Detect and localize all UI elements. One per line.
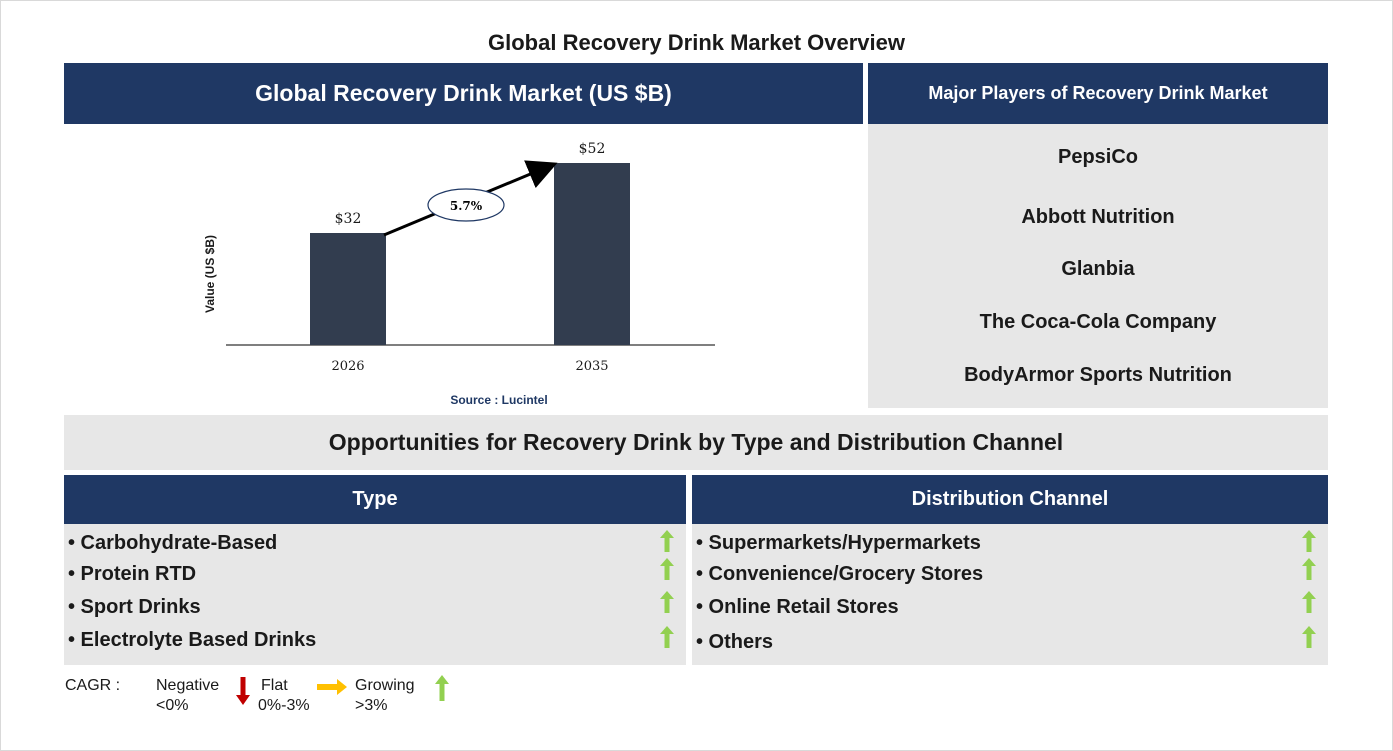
page-title: Global Recovery Drink Market Overview — [488, 30, 905, 55]
player-item: BodyArmor Sports Nutrition — [964, 364, 1232, 386]
y-axis-label: Value (US $B) — [203, 235, 217, 313]
distribution-list: • Supermarkets/Hypermarkets • Convenienc… — [692, 524, 1328, 665]
player-item: Glanbia — [1061, 258, 1135, 280]
yellow-right-arrow-icon — [317, 679, 347, 695]
green-up-arrow-icon — [1302, 558, 1316, 580]
red-down-arrow-icon — [236, 677, 250, 705]
type-list: • Carbohydrate-Based • Protein RTD • Spo… — [64, 524, 686, 665]
bar-2035 — [554, 163, 630, 345]
player-item: PepsiCo — [1057, 146, 1139, 168]
list-item: • Electrolyte Based Drinks — [68, 629, 317, 651]
players-panel-header: Major Players of Recovery Drink Market — [868, 63, 1328, 124]
legend-negative-line1: Negative — [156, 677, 220, 694]
x-tick-label: 2026 — [331, 359, 364, 374]
list-item: • Supermarkets/Hypermarkets — [696, 532, 981, 554]
players-list: PepsiCo Abbott Nutrition Glanbia The Coc… — [868, 124, 1328, 408]
legend-negative-line2: <0% — [156, 697, 189, 714]
opportunities-title: Opportunities for Recovery Drink by Type… — [64, 415, 1328, 470]
type-header: Type — [64, 475, 686, 524]
chart-source: Source : Lucintel — [450, 393, 548, 407]
player-item: Abbott Nutrition — [1021, 206, 1175, 228]
market-chart-area: Value (US $B) $32 2026 $52 2035 5.7% Source… — [64, 124, 863, 408]
green-up-arrow-icon — [435, 675, 449, 701]
green-up-arrow-icon — [660, 530, 674, 552]
list-item: • Others — [696, 631, 774, 653]
legend-flat-line2: 0%-3% — [258, 697, 310, 714]
cagr-ellipse — [427, 188, 505, 222]
bar-2026 — [310, 233, 386, 345]
green-up-arrow-icon — [660, 591, 674, 613]
legend-flat-line1: Flat — [261, 677, 288, 694]
bar-value-label: $52 — [579, 141, 606, 157]
x-tick-label: 2035 — [575, 359, 608, 374]
green-up-arrow-icon — [1302, 530, 1316, 552]
list-item: • Convenience/Grocery Stores — [696, 563, 984, 585]
legend-cagr-label: CAGR : — [65, 677, 121, 694]
bar-value-label: $32 — [335, 211, 362, 227]
green-up-arrow-icon — [660, 626, 674, 648]
legend-growing-line1: Growing — [355, 677, 415, 694]
green-up-arrow-icon — [1302, 626, 1316, 648]
market-panel-header: Global Recovery Drink Market (US $B) — [64, 63, 863, 124]
market-bar-chart: Value (US $B) $32 2026 $52 2035 5.7% — [203, 141, 715, 374]
green-up-arrow-icon — [660, 558, 674, 580]
list-item: • Carbohydrate-Based — [68, 532, 278, 554]
legend-growing-line2: >3% — [355, 697, 388, 714]
distribution-header: Distribution Channel — [692, 475, 1328, 524]
player-item: The Coca-Cola Company — [979, 311, 1217, 333]
list-item: • Online Retail Stores — [696, 596, 899, 618]
list-item: • Protein RTD — [68, 563, 197, 585]
cagr-value-label: 5.7% — [450, 199, 483, 213]
list-item: • Sport Drinks — [68, 596, 201, 618]
green-up-arrow-icon — [1302, 591, 1316, 613]
